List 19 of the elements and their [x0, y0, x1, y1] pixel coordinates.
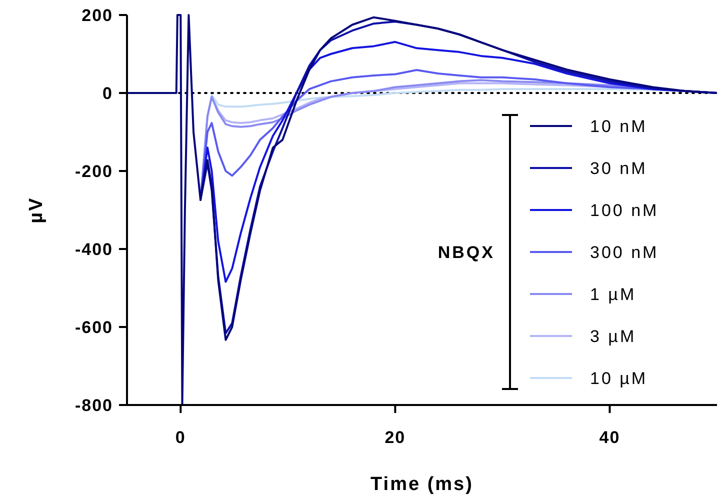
x-tick-label: 20 [384, 428, 406, 447]
y-axis-title: µV [26, 196, 47, 224]
x-axis-title: Time (ms) [370, 474, 474, 495]
legend-label: 10 µM [590, 368, 648, 388]
y-tick-label: -600 [74, 318, 113, 337]
x-tick-label: 0 [175, 428, 186, 447]
legend-label: 300 nM [590, 242, 659, 262]
legend-label: 10 nM [590, 116, 648, 136]
legend-label: 1 µM [590, 284, 636, 304]
x-tick-label: 40 [599, 428, 620, 447]
legend-title: NBQX [438, 242, 495, 262]
y-tick-label: -200 [74, 162, 113, 181]
y-tick-label: 0 [102, 84, 113, 103]
legend-label: 3 µM [590, 326, 636, 346]
y-tick-label: -400 [74, 240, 113, 259]
legend-label: 100 nM [590, 200, 659, 220]
y-tick-label: -800 [74, 396, 113, 415]
legend-label: 30 nM [590, 158, 648, 178]
y-tick-label: 200 [82, 6, 113, 25]
